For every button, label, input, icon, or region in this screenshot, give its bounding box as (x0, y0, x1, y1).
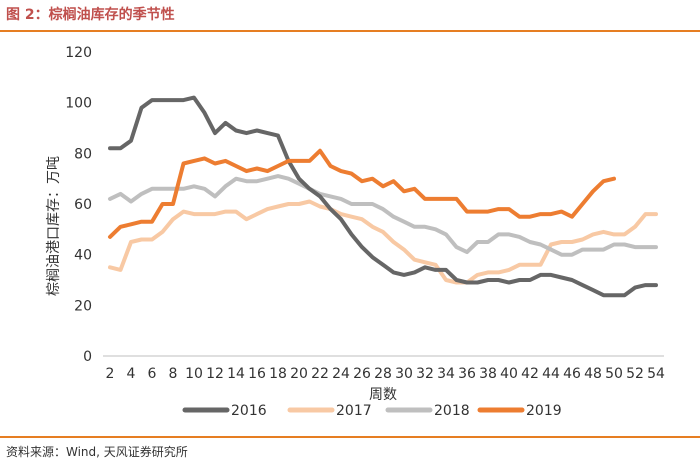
legend-label-2018: 2018 (434, 403, 470, 419)
x-tick-label: 24 (332, 366, 350, 382)
x-tick-label: 28 (374, 366, 392, 382)
x-tick-label: 52 (626, 366, 644, 382)
x-tick-label: 36 (458, 366, 476, 382)
x-tick-label: 50 (605, 366, 623, 382)
x-tick-label: 8 (169, 366, 178, 382)
source-note: 资料来源：Wind, 天风证券研究所 (6, 445, 188, 459)
series-line-2018 (108, 174, 658, 257)
x-tick-label: 20 (290, 366, 308, 382)
x-tick-label: 34 (437, 366, 455, 382)
legend-label-2017: 2017 (336, 403, 372, 419)
x-tick-label: 40 (500, 366, 518, 382)
x-tick-label: 14 (227, 366, 245, 382)
x-tick-label: 2 (106, 366, 115, 382)
series-lines (108, 95, 658, 298)
series-line-2016 (108, 95, 658, 298)
x-tick-label: 30 (395, 366, 413, 382)
x-tick-label: 26 (353, 366, 371, 382)
x-tick-label: 44 (542, 366, 560, 382)
x-tick-label: 18 (269, 366, 287, 382)
y-tick-label: 80 (74, 146, 92, 162)
x-tick-label: 32 (416, 366, 434, 382)
x-tick-label: 54 (647, 366, 665, 382)
x-tick-label: 16 (248, 366, 266, 382)
legend-label-2019: 2019 (526, 403, 562, 419)
title-divider (0, 30, 700, 32)
series-line-2019 (108, 148, 616, 239)
y-tick-labels: 0 20 40 60 80 100 120 (65, 45, 92, 365)
x-axis-label: 周数 (369, 387, 397, 403)
y-tick-label: 100 (65, 96, 92, 112)
x-tick-label: 12 (206, 366, 224, 382)
x-tick-labels: 2 4 6 8 10 12 14 16 18 20 22 24 26 28 30 32 34 36 38 40 42 44… (106, 366, 665, 382)
x-tick-label: 46 (563, 366, 581, 382)
y-axis-label: 棕榈油港口库存：万吨 (46, 156, 62, 296)
x-tick-label: 10 (185, 366, 203, 382)
x-tick-label: 38 (479, 366, 497, 382)
legend: 2016 2017 2018 2019 (182, 403, 562, 419)
x-tick-label: 22 (311, 366, 329, 382)
y-tick-label: 60 (74, 197, 92, 213)
x-tick-label: 48 (584, 366, 602, 382)
x-tick-label: 6 (148, 366, 157, 382)
x-tick-label: 42 (521, 366, 539, 382)
series-line-2017 (108, 199, 658, 285)
chart-title: 图 2：棕榈油库存的季节性 (6, 7, 175, 23)
footer-divider (0, 436, 700, 438)
legend-label-2016: 2016 (231, 403, 267, 419)
y-tick-label: 0 (83, 349, 92, 365)
y-tick-label: 20 (74, 298, 92, 314)
y-tick-label: 120 (65, 45, 92, 61)
x-tick-label: 4 (127, 366, 136, 382)
y-tick-label: 40 (74, 248, 92, 264)
